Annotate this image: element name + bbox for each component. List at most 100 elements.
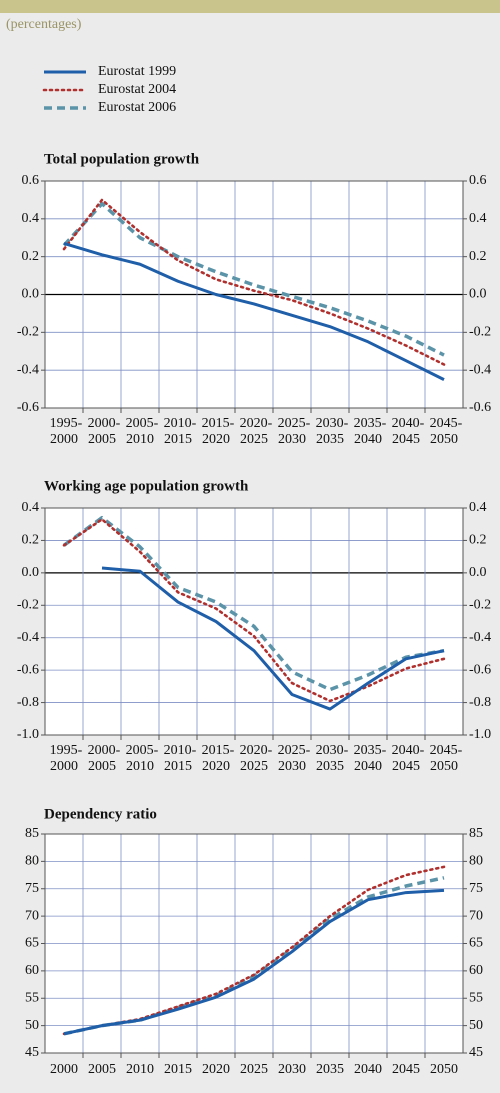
x-tick-label: 2030 (278, 1062, 306, 1077)
y2-tick-label: 0.0 (469, 565, 487, 580)
y-tick-label: 0.0 (22, 565, 40, 580)
x-tick-label: 2035 (316, 1062, 344, 1077)
y-tick-label: 45 (25, 1045, 39, 1060)
y-tick-label: -0.6 (17, 662, 39, 677)
y2-tick-label: 55 (469, 990, 483, 1005)
x-tick-label: 2010 (126, 432, 154, 447)
y2-tick-label: 65 (469, 936, 483, 951)
y2-tick-label: 0.2 (469, 249, 487, 264)
x-tick-label: 2025- (278, 743, 311, 758)
y2-tick-label: 50 (469, 1018, 483, 1033)
y-tick-label: -0.2 (17, 325, 39, 340)
x-tick-label: 2045 (392, 759, 420, 774)
x-tick-label: 2045- (430, 743, 463, 758)
x-tick-label: 2045 (392, 432, 420, 447)
y2-tick-label: -0.6 (469, 400, 491, 415)
panel-title: Total population growth (44, 151, 200, 167)
y2-tick-label: -0.8 (469, 695, 491, 710)
x-tick-label: 2015 (164, 759, 192, 774)
x-tick-label: 2050 (430, 759, 458, 774)
x-tick-label: 2020 (202, 1062, 230, 1077)
series-line (63, 241, 445, 381)
x-tick-label: 1995- (50, 743, 83, 758)
y2-tick-label: -0.2 (469, 325, 491, 340)
y2-tick-label: 0.4 (469, 211, 487, 226)
x-tick-label: 2035- (354, 743, 387, 758)
x-tick-label: 2005 (88, 432, 116, 447)
y-tick-label: 0.2 (22, 533, 40, 548)
x-tick-label: 2000 (50, 1062, 78, 1077)
y-tick-label: 70 (25, 908, 39, 923)
x-tick-label: 2030 (278, 432, 306, 447)
x-tick-label: 2005- (126, 416, 159, 431)
plot-area (44, 507, 464, 736)
y-tick-label: 0.4 (22, 211, 40, 226)
x-tick-label: 2020 (202, 432, 230, 447)
y2-tick-label: -0.4 (469, 630, 491, 645)
x-tick-label: 2030 (278, 759, 306, 774)
x-tick-label: 2025 (240, 432, 268, 447)
x-tick-label: 2050 (430, 432, 458, 447)
x-tick-label: 2035- (354, 416, 387, 431)
plot-border (44, 507, 464, 736)
x-tick-label: 1995- (50, 416, 83, 431)
y-tick-label: -0.4 (17, 362, 39, 377)
legend-label: Eurostat 2004 (98, 82, 176, 97)
x-tick-label: 2025 (240, 1062, 268, 1077)
series-line (101, 566, 445, 711)
x-tick-label: 2015 (164, 1062, 192, 1077)
y2-tick-label: 80 (469, 854, 483, 869)
series-line (62, 865, 446, 1036)
subtitle: (percentages) (6, 17, 82, 32)
x-tick-label: 2025- (278, 416, 311, 431)
y-tick-label: 60 (25, 963, 39, 978)
y2-tick-label: 85 (469, 826, 483, 841)
x-tick-label: 2010- (164, 416, 197, 431)
x-tick-label: 2015- (202, 743, 235, 758)
y2-tick-label: -0.6 (469, 662, 491, 677)
x-tick-label: 2020 (202, 759, 230, 774)
y-tick-label: 80 (25, 854, 39, 869)
x-tick-label: 2040 (354, 759, 382, 774)
x-tick-label: 2005 (88, 759, 116, 774)
y-tick-label: 0.6 (22, 173, 40, 188)
x-tick-label: 2040- (392, 743, 425, 758)
y-tick-label: 50 (25, 1018, 39, 1033)
y-tick-label: 65 (25, 936, 39, 951)
y2-tick-label: -1.0 (469, 727, 491, 742)
panel-title: Dependency ratio (44, 806, 157, 822)
y-tick-label: 75 (25, 881, 39, 896)
y2-tick-label: 0.0 (469, 287, 487, 302)
y-tick-label: 0.0 (22, 287, 40, 302)
y-tick-label: -0.4 (17, 630, 39, 645)
x-tick-label: 2000- (88, 416, 121, 431)
y-tick-label: -0.2 (17, 598, 39, 613)
x-tick-label: 2035 (316, 759, 344, 774)
y2-tick-label: 0.6 (469, 173, 487, 188)
legend-label: Eurostat 1999 (98, 64, 176, 79)
legend-label: Eurostat 2006 (98, 100, 176, 115)
y2-tick-label: -0.2 (469, 598, 491, 613)
x-tick-label: 2010 (126, 1062, 154, 1077)
y-tick-label: -1.0 (17, 727, 39, 742)
x-tick-label: 2040 (354, 1062, 382, 1077)
y-tick-label: 0.2 (22, 249, 40, 264)
plot-border (44, 833, 464, 1054)
y2-tick-label: 70 (469, 908, 483, 923)
panel-title: Working age population growth (44, 478, 249, 494)
x-tick-label: 2005- (126, 743, 159, 758)
series-line (62, 515, 445, 692)
y2-tick-label: 0.2 (469, 533, 487, 548)
series-line (62, 198, 446, 366)
x-tick-label: 2045- (430, 416, 463, 431)
y-tick-label: 0.4 (22, 500, 40, 515)
series-line (62, 518, 446, 703)
x-tick-label: 2000- (88, 743, 121, 758)
x-tick-label: 2030- (316, 743, 349, 758)
y2-tick-label: 60 (469, 963, 483, 978)
x-tick-label: 2020- (240, 416, 273, 431)
x-tick-label: 2015- (202, 416, 235, 431)
series-line (63, 888, 445, 1036)
x-tick-label: 2045 (392, 1062, 420, 1077)
